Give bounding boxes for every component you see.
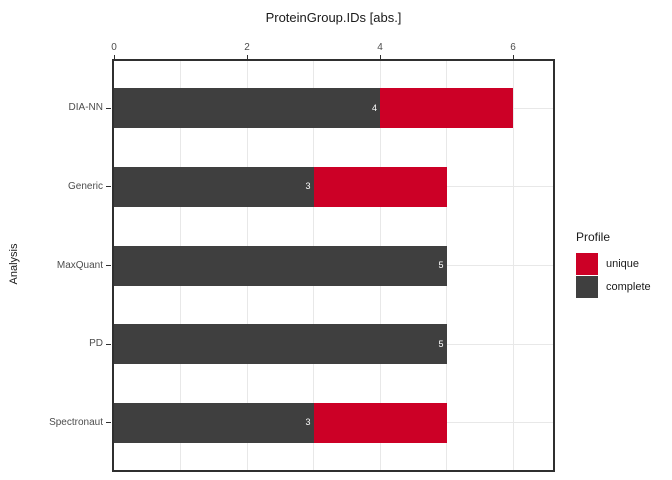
bar-segment-unique: [313, 166, 447, 207]
bar-value-label: 3: [305, 181, 311, 192]
bar-value-label: 5: [438, 338, 444, 349]
bar-segment-complete: 4: [114, 88, 380, 129]
bar-row: 5: [114, 324, 447, 365]
legend-label: complete: [606, 281, 651, 293]
x-tick-mark: [379, 55, 381, 59]
legend-entry: complete: [576, 276, 651, 298]
bar-segment-unique: [313, 402, 447, 443]
bar-value-label: 3: [305, 417, 311, 428]
legend-swatch-complete: [576, 276, 598, 298]
y-tick-label: PD: [89, 338, 103, 350]
bar-row: 3: [114, 166, 447, 207]
legend-title: Profile: [576, 230, 611, 244]
chart-title: ProteinGroup.IDs [abs.]: [265, 10, 402, 25]
x-tick-mark: [113, 55, 115, 59]
bar-value-label: 5: [438, 260, 444, 270]
x-tick-label: 4: [377, 42, 383, 53]
x-tick-mark: [246, 55, 248, 59]
y-tick-label: Generic: [67, 180, 103, 192]
x-tick-mark: [512, 55, 514, 59]
legend-entry: unique: [576, 253, 651, 275]
legend: Profile unique complete: [576, 230, 651, 299]
bar-row: 4: [114, 88, 513, 129]
y-tick-mark: [106, 265, 111, 266]
bar-segment-complete: 3: [114, 166, 314, 207]
y-tick-mark: [106, 422, 111, 424]
bar-segment-complete: 3: [114, 402, 314, 443]
x-tick-label: 6: [510, 42, 516, 53]
legend-entries: unique complete: [576, 253, 651, 298]
y-tick-mark: [106, 343, 111, 345]
bar-row: 3: [114, 402, 447, 443]
bar-segment-complete: 5: [114, 324, 447, 365]
bar-segment-complete: 5: [114, 245, 447, 286]
bar-row: 5: [114, 245, 447, 286]
legend-label: unique: [606, 258, 640, 270]
x-tick-label: 2: [244, 42, 250, 53]
bar-value-label: 4: [371, 102, 377, 113]
y-tick-label: MaxQuant: [56, 259, 103, 271]
y-tick-mark: [106, 107, 111, 109]
y-tick-label: DIA-NN: [68, 102, 103, 114]
plot-panel: 4 3 5 5 3: [112, 59, 555, 472]
x-tick-label: 0: [111, 42, 117, 53]
bar-segment-unique: [380, 88, 513, 129]
y-tick-mark: [106, 186, 111, 188]
y-tick-label: Spectronaut: [49, 416, 103, 428]
legend-swatch-unique: [576, 253, 598, 275]
